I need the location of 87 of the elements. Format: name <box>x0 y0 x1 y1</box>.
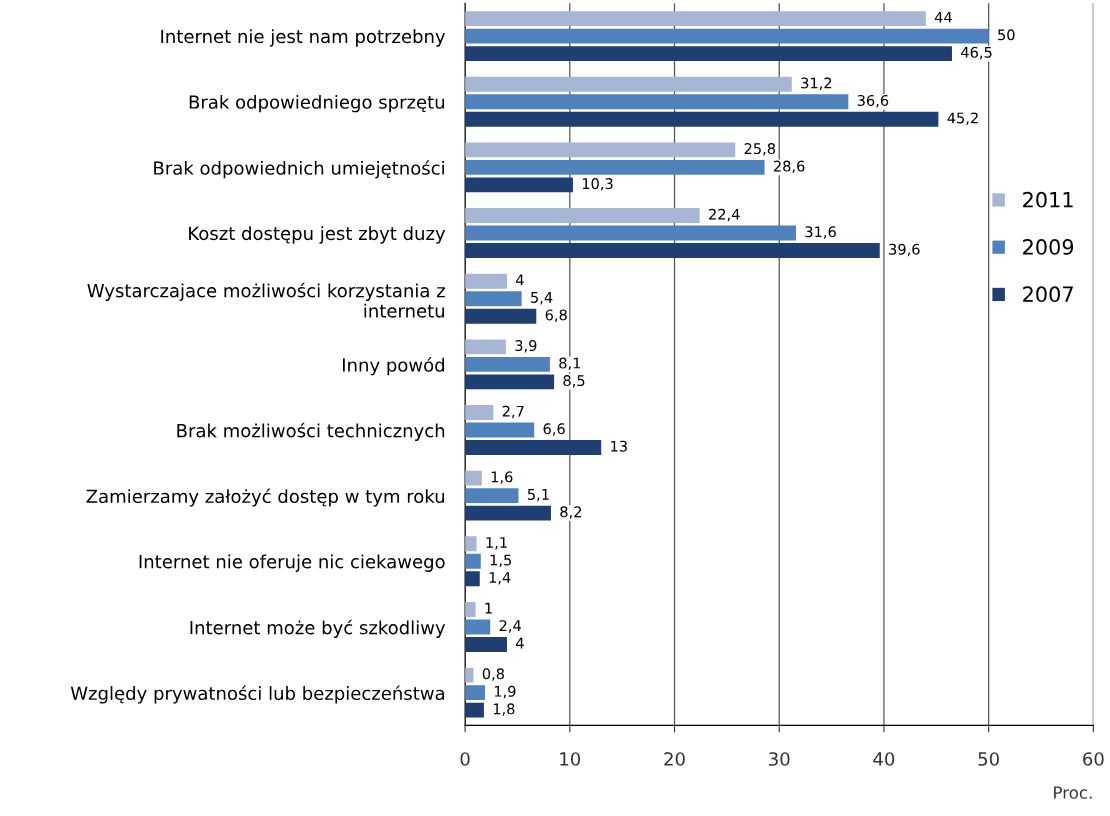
data-label: 31,2 <box>801 77 832 90</box>
data-label: 1,9 <box>494 685 516 699</box>
data-label: 44 <box>934 11 952 23</box>
data-label: 25,8 <box>744 143 776 156</box>
data-label: 8,2 <box>560 506 582 519</box>
bar <box>465 208 700 223</box>
y-tick-label: Internet nie jest nam potrzebny <box>161 29 446 47</box>
x-tick-label: 60 <box>1083 752 1104 766</box>
data-label: 39,6 <box>889 243 920 257</box>
y-tick-label: Inny powód <box>342 357 444 376</box>
y-tick-label: Koszt dostępu jest zbyt duzy <box>189 226 446 244</box>
data-label: 13 <box>611 440 627 452</box>
bar <box>465 702 484 718</box>
data-label: 8,5 <box>563 375 585 388</box>
data-label: 1 <box>485 602 492 614</box>
bar <box>465 488 519 504</box>
x-tick-label: 30 <box>769 752 790 766</box>
y-tick-label: Internet może być szkodliwy <box>190 619 446 638</box>
data-label: 8,1 <box>559 357 581 371</box>
bar <box>465 505 551 521</box>
data-label: 1,6 <box>491 471 513 484</box>
bar <box>465 243 880 258</box>
data-label: 2,7 <box>502 405 524 419</box>
legend-label: 2007 <box>1023 286 1073 303</box>
data-label: 46,5 <box>961 46 992 60</box>
x-tick-label: 40 <box>873 752 895 766</box>
data-label: 5,1 <box>527 489 549 502</box>
data-label: 6,8 <box>545 309 567 322</box>
data-label: 0,8 <box>482 668 504 681</box>
data-label: 1,8 <box>493 703 515 716</box>
bar <box>465 177 573 193</box>
data-label: 5,4 <box>531 292 553 305</box>
data-label: 1,4 <box>489 572 511 585</box>
bar <box>465 308 537 324</box>
y-tick-label: Brak możliwości technicznych <box>177 422 445 441</box>
data-label: 1,1 <box>486 537 507 550</box>
bar <box>465 94 849 110</box>
y-tick-label: Internet nie oferuje nic ciekawego <box>139 554 445 572</box>
y-tick-label: Wystarczajace możliwości korzystania z internetu <box>87 282 445 318</box>
y-tick-label: Brak odpowiedniego sprzętu <box>189 94 444 113</box>
data-label: 36,6 <box>857 94 889 108</box>
data-label: 4 <box>516 637 524 649</box>
bar <box>465 76 792 92</box>
bar <box>465 339 506 355</box>
data-label: 22,4 <box>709 208 740 222</box>
y-tick-label: Zamierzamy założyć dostęp w tym roku <box>86 488 445 507</box>
bar <box>465 422 535 438</box>
bar <box>465 571 480 587</box>
bar <box>465 225 796 241</box>
bar <box>465 142 736 158</box>
bar <box>465 440 602 455</box>
x-axis-title: Proc. <box>1054 786 1092 799</box>
bar <box>465 356 550 372</box>
bar <box>465 46 952 62</box>
bar <box>465 28 989 44</box>
data-label: 6,6 <box>543 423 565 436</box>
bar <box>465 273 507 289</box>
bar <box>465 291 522 307</box>
bar <box>465 11 926 27</box>
bar <box>465 553 481 569</box>
data-label: 2,4 <box>499 620 521 633</box>
data-label: 1,5 <box>490 554 512 568</box>
bar <box>465 685 485 701</box>
bar <box>465 619 491 635</box>
y-tick-label: Brak odpowiednich umiejętności <box>154 160 444 179</box>
x-tick-label: 20 <box>664 752 685 766</box>
data-label: 28,6 <box>773 160 805 174</box>
x-tick-label: 0 <box>460 752 470 766</box>
bar <box>465 602 476 617</box>
data-label: 31,6 <box>805 226 836 239</box>
bar <box>465 470 482 486</box>
data-label: 50 <box>998 29 1015 41</box>
y-tick-label: Względy prywatności lub bezpieczeństwa <box>70 685 444 704</box>
legend-label: 2009 <box>1023 239 1074 255</box>
x-tick-label: 10 <box>560 752 581 766</box>
bar <box>465 637 507 652</box>
bar <box>465 159 765 175</box>
data-label: 10,3 <box>582 178 613 191</box>
x-tick-label: 50 <box>978 752 999 766</box>
bar <box>465 536 477 552</box>
bar <box>465 405 494 420</box>
data-label: 45,2 <box>947 112 978 125</box>
data-label: 3,9 <box>515 340 537 353</box>
data-label: 4 <box>516 274 524 286</box>
bar <box>465 111 939 127</box>
bar <box>465 374 555 390</box>
legend-label: 2011 <box>1023 191 1073 208</box>
